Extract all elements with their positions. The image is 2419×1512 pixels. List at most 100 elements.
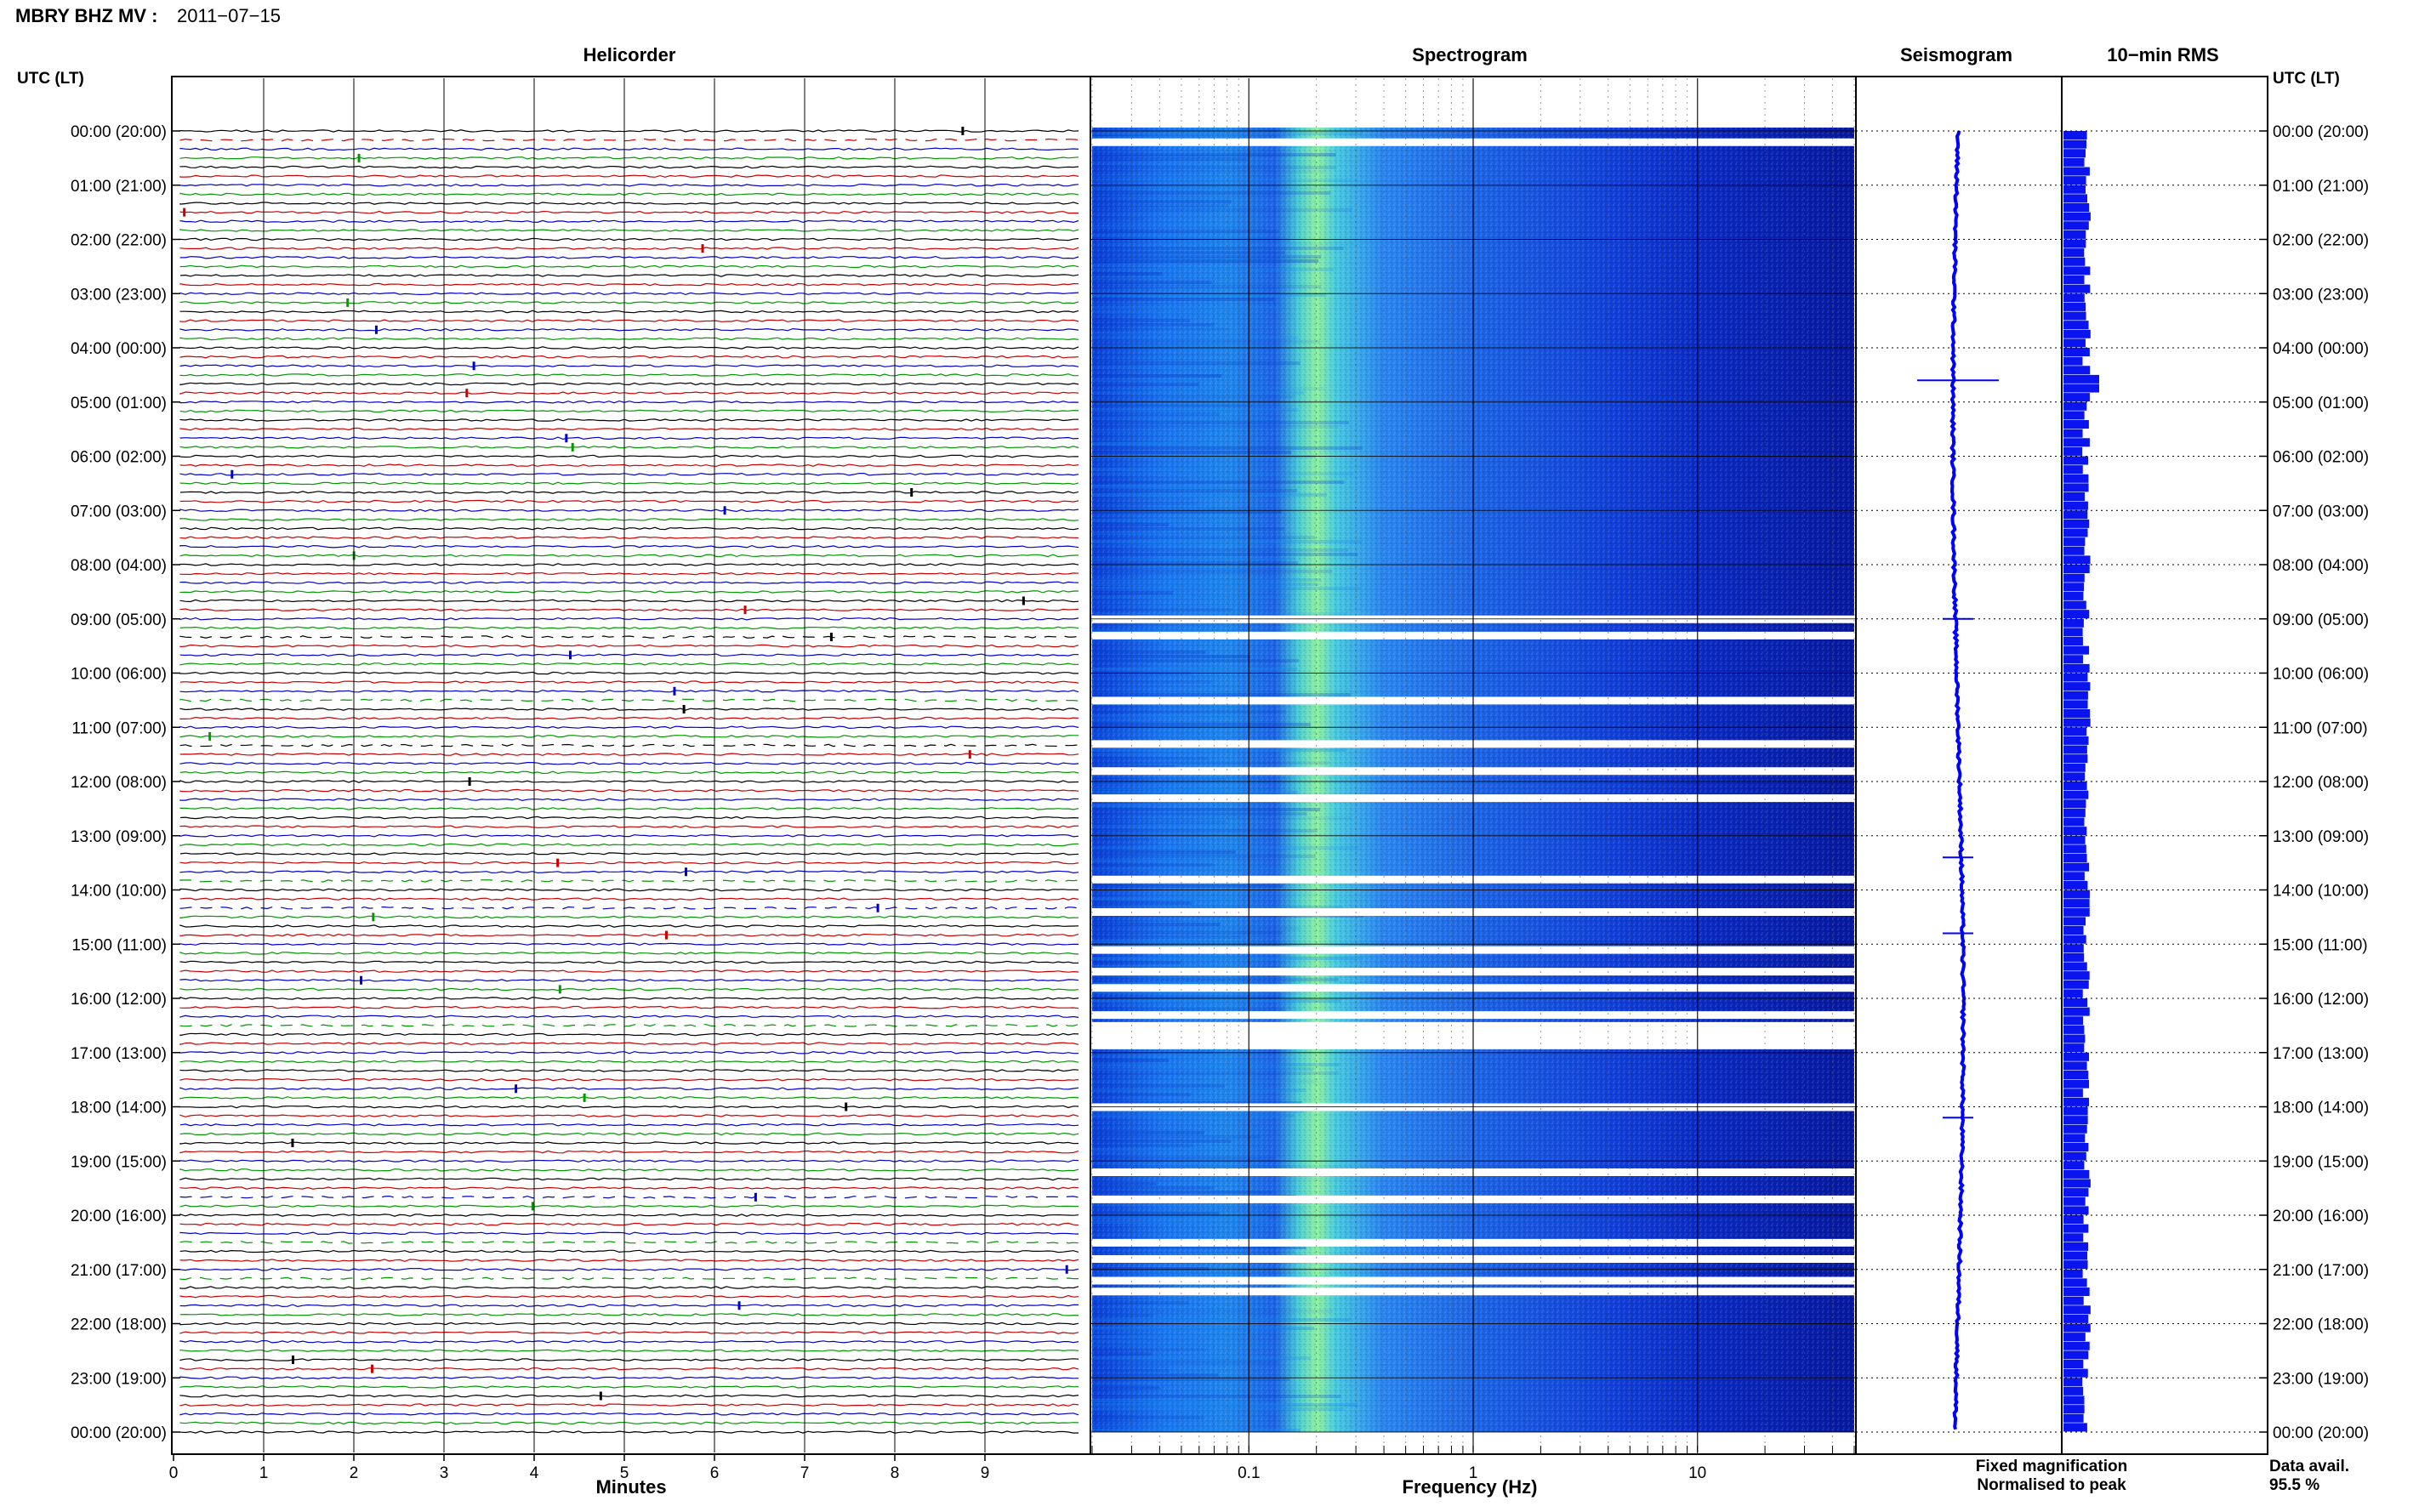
- helicorder-trace: [179, 933, 1079, 937]
- rms-bar: [2063, 284, 2091, 293]
- helicorder-trace: [179, 861, 1079, 865]
- helicorder-trace: [179, 1339, 1079, 1344]
- y-tick-label-left: 20:00 (16:00): [71, 1208, 167, 1225]
- spectrogram-band: [1092, 782, 1189, 786]
- rms-bar: [2063, 772, 2086, 782]
- spectrogram-band: [1092, 1144, 1193, 1147]
- helicorder-trace: [179, 1032, 1079, 1037]
- spectrogram-band: [1092, 196, 1273, 199]
- helicorder-trace: [179, 1177, 1079, 1181]
- helicorder-trace: [179, 1105, 1079, 1109]
- y-tick-label-left: 21:00 (17:00): [71, 1262, 167, 1280]
- spectrogram-band: [1092, 1263, 1204, 1266]
- spectrogram-band: [1092, 1135, 1260, 1139]
- spectrogram-band: [1092, 816, 1352, 820]
- helicorder-trace: [179, 708, 1079, 711]
- helicorder-trace: [179, 987, 1079, 992]
- helicorder-trace: [179, 888, 1079, 892]
- rms-bar: [2063, 1197, 2086, 1206]
- spectrogram-band: [1092, 553, 1358, 556]
- rms-bar: [2063, 1269, 2083, 1278]
- helicorder-trace: [179, 282, 1079, 287]
- y-tick-label-left: 22:00 (18:00): [71, 1316, 167, 1334]
- spectrogram-band: [1092, 531, 1170, 535]
- spectrogram-band: [1092, 1220, 1289, 1224]
- rms-bar: [2063, 257, 2086, 266]
- helicorder-trace: [179, 1412, 1079, 1416]
- helicorder-trace: [179, 138, 1079, 142]
- y-tick-label-left: 11:00 (07:00): [71, 719, 167, 737]
- spectrogram-band: [1092, 489, 1298, 492]
- rms-bar: [2063, 1025, 2085, 1034]
- spectrogram-band: [1092, 242, 1355, 246]
- rms-bar: [2063, 474, 2089, 483]
- helicorder-trace: [179, 879, 1079, 883]
- rms-bar: [2063, 1043, 2085, 1053]
- seismogram-panel: [1917, 130, 1999, 1430]
- spectrogram-band: [1092, 753, 1171, 756]
- spectrogram-band: [1092, 1339, 1148, 1343]
- frequency-axis-label: Frequency (Hz): [1403, 1476, 1538, 1498]
- rms-bar: [2063, 1405, 2085, 1414]
- spectrogram-band: [1092, 374, 1222, 378]
- rms-bar: [2063, 555, 2091, 565]
- spectrogram-band: [1092, 1165, 1339, 1168]
- helicorder-trace: [179, 1231, 1079, 1236]
- rms-bar: [2063, 185, 2086, 194]
- helicorder-trace: [179, 165, 1079, 169]
- spectrogram-band: [1092, 957, 1363, 960]
- helicorder-trace: [179, 229, 1079, 232]
- rms-bar: [2063, 1134, 2086, 1143]
- helicorder-trace: [179, 590, 1079, 594]
- spectrogram-band: [1092, 901, 1192, 905]
- spectrogram-band: [1092, 757, 1208, 760]
- y-tick-label-right: 17:00 (13:00): [2273, 1045, 2369, 1063]
- helicorder-trace: [179, 1195, 1079, 1199]
- helicorder-trace: [179, 1222, 1079, 1226]
- rms-bar: [2063, 917, 2086, 926]
- spectrogram-band: [1092, 1152, 1182, 1156]
- rms-bar: [2063, 583, 2085, 592]
- spectrogram-band: [1092, 659, 1300, 662]
- spectrogram-band: [1092, 319, 1191, 322]
- helicorder-title: Helicorder: [583, 44, 676, 65]
- y-tick-label-right: 20:00 (16:00): [2273, 1208, 2369, 1225]
- helicorder-trace: [179, 753, 1079, 756]
- rms-bar: [2063, 420, 2089, 429]
- spectrogram-band: [1092, 1424, 1175, 1428]
- y-tick-label-left: 15:00 (11:00): [71, 936, 167, 954]
- rms-bar: [2063, 835, 2086, 844]
- spectrogram-band: [1092, 918, 1181, 922]
- helicorder-trace: [179, 770, 1079, 775]
- helicorder-trace: [179, 301, 1079, 304]
- y-tick-label-right: 14:00 (10:00): [2273, 883, 2369, 901]
- spectrogram-band: [1092, 719, 1151, 722]
- helicorder-trace: [179, 1123, 1079, 1127]
- spectrogram-band: [1092, 1182, 1157, 1185]
- helicorder-trace: [179, 780, 1079, 783]
- helicorder-trace: [179, 788, 1079, 793]
- helicorder-trace: [179, 518, 1079, 521]
- rms-bar: [2063, 763, 2086, 772]
- rms-bar: [2063, 1206, 2089, 1215]
- helicorder-trace: [179, 427, 1079, 431]
- rms-bar: [2063, 610, 2090, 619]
- helicorder-trace: [179, 1087, 1079, 1091]
- rms-bar: [2063, 276, 2085, 285]
- spectrogram-band: [1092, 493, 1327, 497]
- rms-bar: [2063, 221, 2089, 230]
- helicorder-trace: [179, 644, 1079, 648]
- helicorder-trace: [179, 735, 1079, 738]
- spectrogram-band: [1092, 706, 1210, 709]
- helicorder-trace: [179, 364, 1079, 368]
- y-tick-label-left: 17:00 (13:00): [71, 1045, 167, 1063]
- rms-bar: [2063, 456, 2089, 465]
- y-tick-label-left: 18:00 (14:00): [71, 1100, 167, 1117]
- y-tick-label-right: 22:00 (18:00): [2273, 1316, 2369, 1334]
- spectrogram-band: [1092, 523, 1169, 526]
- helicorder-trace: [179, 608, 1079, 611]
- rms-bar: [2063, 998, 2088, 1008]
- helicorder-trace: [179, 183, 1079, 187]
- spectrogram-band: [1092, 1301, 1189, 1305]
